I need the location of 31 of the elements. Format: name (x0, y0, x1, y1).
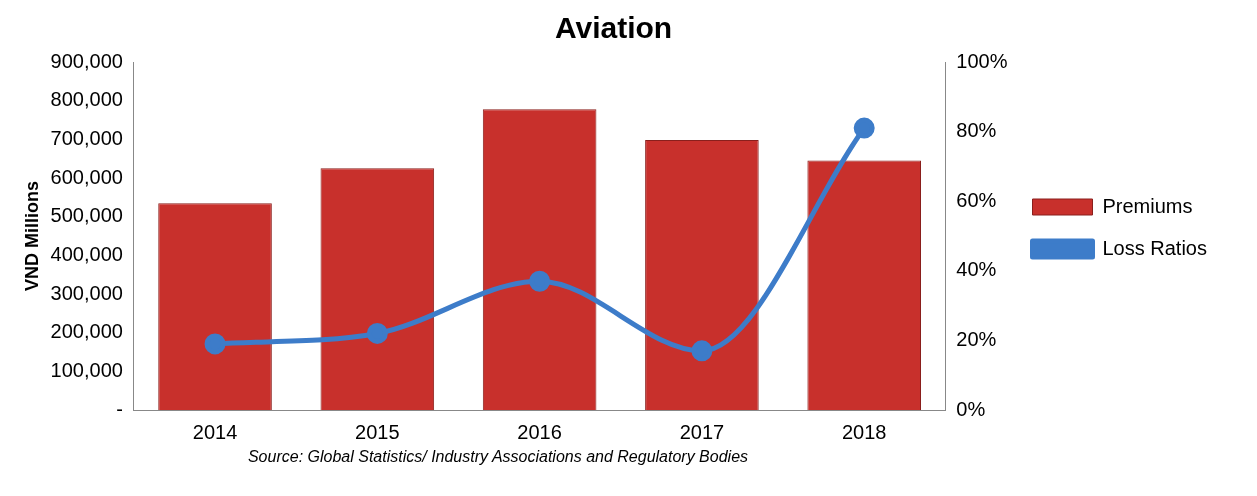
point (204, 333, 226, 355)
y-axis-title: VND Millions (21, 180, 42, 292)
point (366, 322, 388, 344)
legend-label: Loss Ratios (1102, 236, 1207, 259)
y-tick-label: 900,000 (50, 49, 123, 72)
x-tick-label: 2017 (679, 420, 725, 443)
y2-tick-label: 60% (956, 188, 997, 211)
y-tick-label: - (116, 397, 123, 420)
chart-title: Aviation (554, 11, 673, 45)
x-tick-label: 2016 (517, 420, 562, 443)
point (529, 270, 551, 292)
y-tick-label: 300,000 (50, 281, 123, 304)
y-tick-label: 500,000 (50, 204, 123, 227)
y2-tick-label: 100% (956, 49, 1008, 72)
y2-tick-label: 0% (956, 397, 986, 420)
point (691, 340, 713, 362)
y2-tick-label: 20% (956, 327, 997, 350)
x-tick-label: 2015 (355, 420, 400, 443)
y-tick-label: 600,000 (50, 165, 123, 188)
source-note: Source: Global Statistics/ Industry Associations and Regulatory Bodies (246, 448, 750, 466)
x-tick-label: 2014 (192, 420, 238, 443)
y-tick-label: 700,000 (50, 126, 123, 149)
y2-tick-label: 80% (956, 119, 997, 142)
y-tick-label: 800,000 (50, 88, 123, 111)
y-tick-label: 200,000 (50, 320, 123, 343)
y2-tick-label: 40% (956, 258, 997, 281)
y-tick-label: 400,000 (50, 242, 123, 265)
y-tick-label: 100,000 (50, 358, 123, 381)
x-tick-label: 2018 (841, 420, 887, 443)
legend-label: Premiums (1102, 194, 1193, 217)
point (853, 117, 875, 139)
